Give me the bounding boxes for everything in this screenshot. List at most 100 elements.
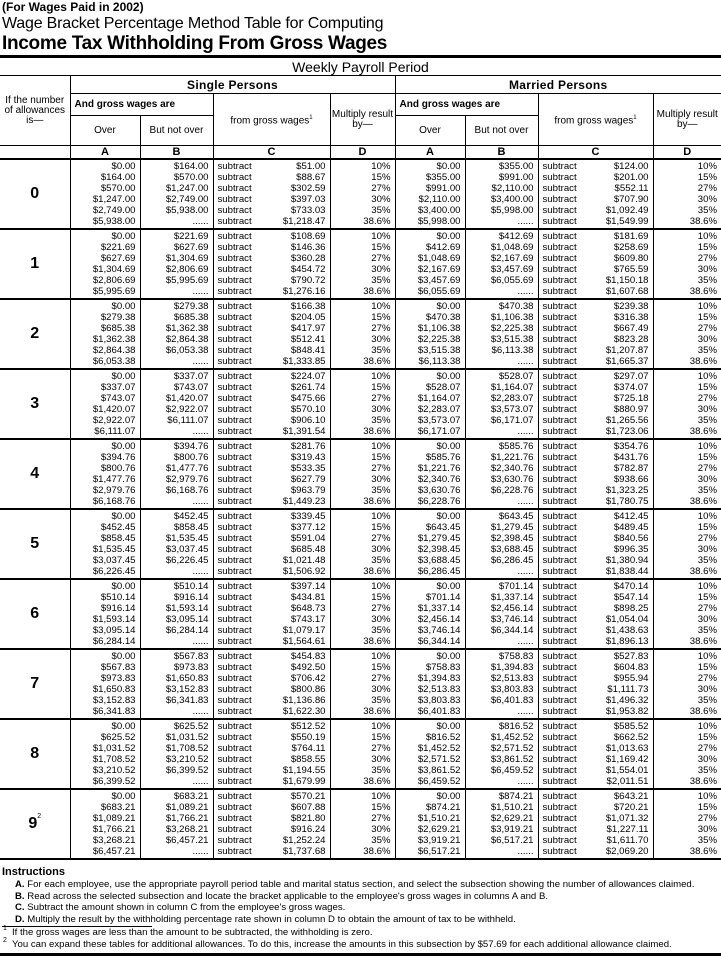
single-b-value: $6,399.52: [165, 765, 209, 776]
rate-value: 38.6%: [363, 286, 391, 297]
subtract-label: subtract: [217, 286, 252, 297]
married-c-line: subtract $1,227.11: [543, 824, 649, 835]
subtract-label: subtract: [542, 172, 577, 183]
single-c-value: $261.74: [290, 382, 326, 393]
married-c-value: $643.21: [613, 791, 649, 802]
allowance-group-row: 8 $0.00 $625.52 $1,031.52 $1,708.52 $3,210.52…: [0, 718, 721, 790]
married-c-line: subtract $880.97: [543, 404, 649, 415]
allowance-number: 6: [30, 605, 40, 622]
rate-value: 38.6%: [363, 846, 391, 857]
single-c-value: $906.10: [290, 415, 326, 426]
subtract-label: subtract: [542, 286, 577, 297]
subtract-label: subtract: [217, 345, 252, 356]
married-persons-header: Married Persons: [394, 75, 721, 94]
single-c-value: $821.80: [290, 813, 326, 824]
married-c-line: subtract $823.28: [543, 334, 649, 345]
married-column-d: 10% 15% 27% 30% 35% 38.6%: [652, 158, 721, 230]
single-b-value: $2,806.69: [165, 264, 209, 275]
rate-value: 15%: [697, 802, 717, 813]
single-a-value: $337.07: [100, 382, 136, 393]
single-c-value: $570.10: [290, 404, 326, 415]
married-b-value: $3,573.07: [490, 404, 534, 415]
married-b-value: ......: [517, 706, 534, 717]
rate-value: 10%: [697, 791, 717, 802]
single-b-value: $452.45: [173, 511, 209, 522]
subtract-label: subtract: [217, 581, 252, 592]
married-column-a: $0.00 $585.76 $1,221.76 $2,340.76 $3,630.76 $…: [394, 438, 466, 510]
single-a-value: $2,749.00: [92, 205, 136, 216]
single-b-value: $6,284.14: [165, 625, 209, 636]
married-c-line: subtract $431.76: [543, 452, 649, 463]
subtract-label: subtract: [217, 172, 252, 183]
married-b-value: $2,571.52: [490, 743, 534, 754]
single-c-value: $512.52: [290, 721, 326, 732]
single-column-a: $0.00 $221.69 $627.69 $1,304.69 $2,806.69 $5,…: [69, 228, 141, 300]
married-c-line: subtract $585.52: [543, 721, 649, 732]
single-a-value: $567.83: [100, 662, 136, 673]
subtract-label: subtract: [217, 161, 252, 172]
single-b-value: $1,304.69: [165, 253, 209, 264]
single-a-value: $5,938.00: [92, 216, 136, 227]
married-c-value: $547.14: [613, 592, 649, 603]
single-a-value: $452.45: [100, 522, 136, 533]
married-b-value: $816.52: [498, 721, 534, 732]
from-gross-label: from gross wages: [554, 115, 634, 127]
married-column-c: subtract $585.52 subtract $662.52 subtract $1…: [537, 718, 654, 790]
single-b-value: ......: [192, 286, 209, 297]
single-c-value: $1,333.85: [282, 356, 326, 367]
married-column-b: $412.69 $1,048.69 $2,167.69 $3,457.69 $6,055…: [464, 228, 539, 300]
subtract-label: subtract: [542, 382, 577, 393]
subtract-label: subtract: [542, 566, 577, 577]
rate-value: 27%: [697, 463, 717, 474]
single-c-line: subtract $570.21: [218, 791, 326, 802]
married-c-line: subtract $1,169.42: [543, 754, 649, 765]
married-b-value: $2,110.00: [491, 183, 534, 194]
single-a-value: $510.14: [100, 592, 136, 603]
married-c-value: $585.52: [613, 721, 649, 732]
subtract-label: subtract: [217, 312, 252, 323]
rate-value: 15%: [371, 662, 391, 673]
single-b-value: ......: [192, 356, 209, 367]
married-b-value: $1,452.52: [490, 732, 534, 743]
single-c-value: $1,737.68: [282, 846, 326, 857]
married-a-value: $3,861.52: [417, 765, 461, 776]
married-a-value: $1,452.52: [417, 743, 461, 754]
single-c-value: $88.67: [296, 172, 326, 183]
single-column-b: $510.14 $916.14 $1,593.14 $3,095.14 $6,284.1…: [139, 578, 214, 650]
married-a-value: $2,283.07: [417, 404, 461, 415]
married-c-line: subtract $938.66: [543, 474, 649, 485]
single-column-d: 10% 15% 27% 30% 35% 38.6%: [329, 508, 396, 580]
single-c-line: subtract $706.42: [218, 673, 326, 684]
title-line-1: Wage Bracket Percentage Method Table for…: [2, 15, 384, 32]
subtract-label: subtract: [542, 813, 577, 824]
footnote-mark: 1: [309, 114, 313, 121]
single-b-value: $627.69: [173, 242, 209, 253]
single-a-value: $1,031.52: [92, 743, 136, 754]
single-a-value: $1,477.76: [92, 474, 136, 485]
single-a-value: $164.00: [100, 172, 136, 183]
subtract-label: subtract: [542, 161, 577, 172]
subtract-label: subtract: [542, 603, 577, 614]
single-b-value: $2,922.07: [165, 404, 209, 415]
married-c-line: subtract $1,071.32: [543, 813, 649, 824]
single-column-b: $625.52 $1,031.52 $1,708.52 $3,210.52 $6,399…: [139, 718, 214, 790]
subtract-label: subtract: [217, 323, 252, 334]
single-c-line: subtract $377.12: [218, 522, 326, 533]
married-c-line: subtract $552.11: [543, 183, 649, 194]
single-column-d: 10% 15% 27% 30% 35% 38.6%: [329, 228, 396, 300]
married-a-value: $3,400.00: [417, 205, 461, 216]
subtract-label: subtract: [217, 183, 252, 194]
married-c-value: $1,092.49: [605, 205, 649, 216]
subtract-label: subtract: [217, 625, 252, 636]
single-c-line: subtract $88.67: [218, 172, 326, 183]
married-a-value: $2,571.52: [417, 754, 461, 765]
married-a-value: $412.69: [425, 242, 461, 253]
rate-value: 27%: [371, 393, 391, 404]
married-c-value: $1,554.01: [605, 765, 649, 776]
single-b-value: $800.76: [173, 452, 209, 463]
married-c-value: $1,953.82: [605, 706, 649, 717]
subtract-label: subtract: [542, 334, 577, 345]
single-b-value: $858.45: [173, 522, 209, 533]
single-a-value: $6,111.07: [94, 426, 136, 437]
rate-value: 35%: [371, 485, 391, 496]
